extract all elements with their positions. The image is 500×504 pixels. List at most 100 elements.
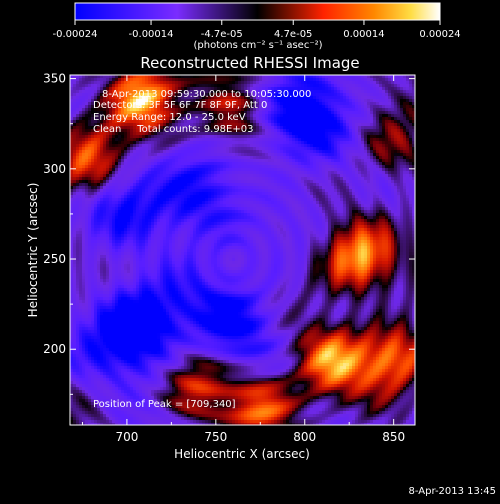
heatmap-cell [178,78,182,82]
heatmap-cell [385,144,389,148]
heatmap-cell [112,201,116,205]
heatmap-cell [352,99,356,103]
heatmap-cell [226,183,230,187]
heatmap-cell [112,189,116,193]
heatmap-cell [148,147,152,151]
heatmap-cell [310,147,314,151]
heatmap-cell [325,192,329,196]
heatmap-cell [94,156,98,160]
heatmap-cell [304,102,308,106]
heatmap-cell [226,192,230,196]
heatmap-cell [340,135,344,139]
heatmap-cell [121,171,125,175]
heatmap-cell [115,171,119,175]
heatmap-cell [367,147,371,151]
heatmap-cell [295,102,299,106]
heatmap-cell [172,174,176,178]
heatmap-cell [217,156,221,160]
heatmap-cell [133,201,137,205]
heatmap-cell [148,195,152,199]
heatmap-cell [277,159,281,163]
heatmap-cell [283,195,287,199]
heatmap-cell [370,102,374,106]
heatmap-cell [79,141,83,145]
heatmap-cell [403,81,407,85]
heatmap-cell [88,99,92,103]
heatmap-cell [316,162,320,166]
heatmap-cell [226,84,230,88]
heatmap-cell [142,162,146,166]
heatmap-cell [133,204,137,208]
heatmap-cell [271,189,275,193]
heatmap-cell [397,198,401,202]
heatmap-cell [175,177,179,181]
heatmap-cell [358,120,362,124]
heatmap-cell [211,141,215,145]
heatmap-cell [409,141,413,145]
heatmap-cell [400,111,404,115]
heatmap-cell [370,171,374,175]
heatmap-cell [385,126,389,130]
heatmap-cell [85,111,89,115]
heatmap-cell [217,171,221,175]
heatmap-cell [193,147,197,151]
heatmap-cell [181,168,185,172]
heatmap-cell [97,90,101,94]
heatmap-cell [190,138,194,142]
heatmap-cell [262,159,266,163]
heatmap-cell [235,162,239,166]
heatmap-cell [388,120,392,124]
heatmap-cell [328,117,332,121]
heatmap-cell [313,126,317,130]
heatmap-cell [91,150,95,154]
heatmap-cell [112,138,116,142]
heatmap-cell [313,93,317,97]
heatmap-cell [379,81,383,85]
heatmap-cell [379,120,383,124]
heatmap-cell [109,153,113,157]
heatmap-cell [220,195,224,199]
heatmap-cell [160,84,164,88]
heatmap-cell [193,180,197,184]
heatmap-cell [280,198,284,202]
heatmap-cell [205,195,209,199]
heatmap-cell [250,111,254,115]
heatmap-cell [208,171,212,175]
heatmap-cell [376,111,380,115]
heatmap-cell [262,81,266,85]
heatmap-cell [340,81,344,85]
heatmap-cell [361,189,365,193]
heatmap-cell [244,168,248,172]
heatmap-cell [70,114,74,118]
heatmap-cell [214,168,218,172]
heatmap-cell [370,138,374,142]
heatmap-cell [316,102,320,106]
heatmap-cell [271,183,275,187]
heatmap-cell [220,189,224,193]
heatmap-cell [394,108,398,112]
heatmap-cell [289,120,293,124]
heatmap-cell [259,186,263,190]
heatmap-cell [256,147,260,151]
heatmap-cell [313,90,317,94]
heatmap-cell [211,78,215,82]
heatmap-cell [337,105,341,109]
heatmap-cell [223,165,227,169]
heatmap-cell [319,174,323,178]
heatmap-cell [196,195,200,199]
heatmap-cell [82,186,86,190]
heatmap-cell [244,183,248,187]
heatmap-cell [301,174,305,178]
heatmap-cell [340,93,344,97]
heatmap-cell [97,174,101,178]
heatmap-cell [277,201,281,205]
heatmap-cell [211,75,215,79]
heatmap-cell [280,174,284,178]
heatmap-cell [388,84,392,88]
heatmap-cell [79,201,83,205]
heatmap-cell [139,168,143,172]
heatmap-cell [361,78,365,82]
heatmap-cell [328,138,332,142]
heatmap-cell [166,150,170,154]
heatmap-cell [379,201,383,205]
